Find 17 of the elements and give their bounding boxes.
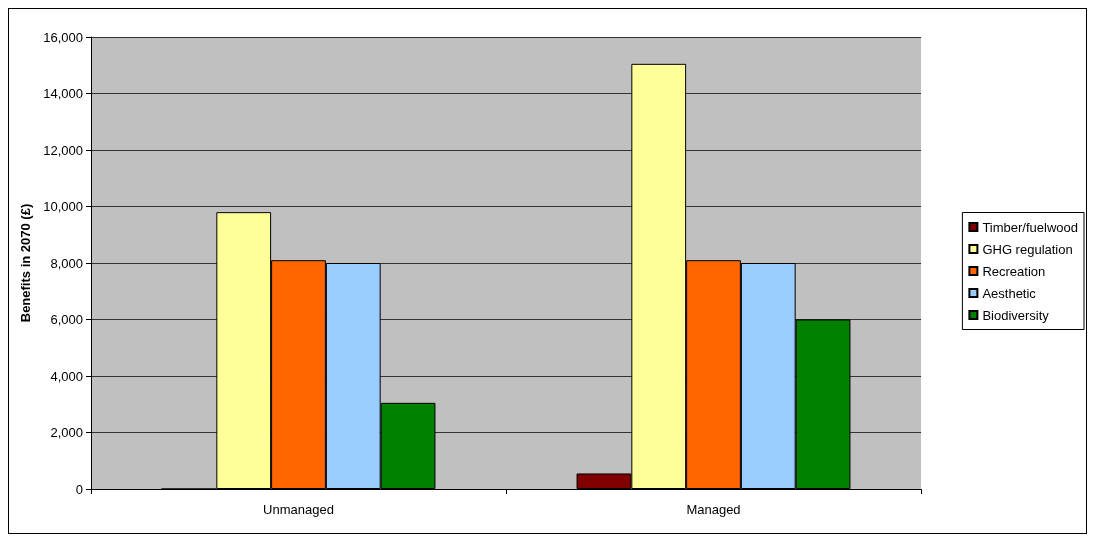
legend-label: Aesthetic: [982, 285, 1037, 301]
y-axis-title: Benefits in 2070 (£): [18, 203, 34, 323]
x-tick-label: Managed: [686, 502, 741, 517]
y-tick-label: 14,000: [43, 86, 83, 101]
y-tick-label: 6,000: [50, 312, 83, 327]
y-tick-label: 4,000: [50, 368, 83, 384]
y-tick-label: 0: [75, 481, 83, 497]
legend-label: Recreation: [982, 263, 1046, 279]
x-tick-label: Unmanaged: [263, 502, 334, 517]
y-tick-label: 2,000: [50, 425, 83, 440]
y-tick-label: 16,000: [43, 29, 83, 45]
y-tick-label: 12,000: [43, 142, 83, 158]
legend-label: Timber/fuelwood: [982, 219, 1079, 235]
legend-label: Biodiversity: [982, 307, 1050, 323]
y-tick-label: 10,000: [43, 199, 83, 214]
y-tick-label: 8,000: [50, 255, 83, 271]
legend-label: GHG regulation: [982, 241, 1073, 257]
